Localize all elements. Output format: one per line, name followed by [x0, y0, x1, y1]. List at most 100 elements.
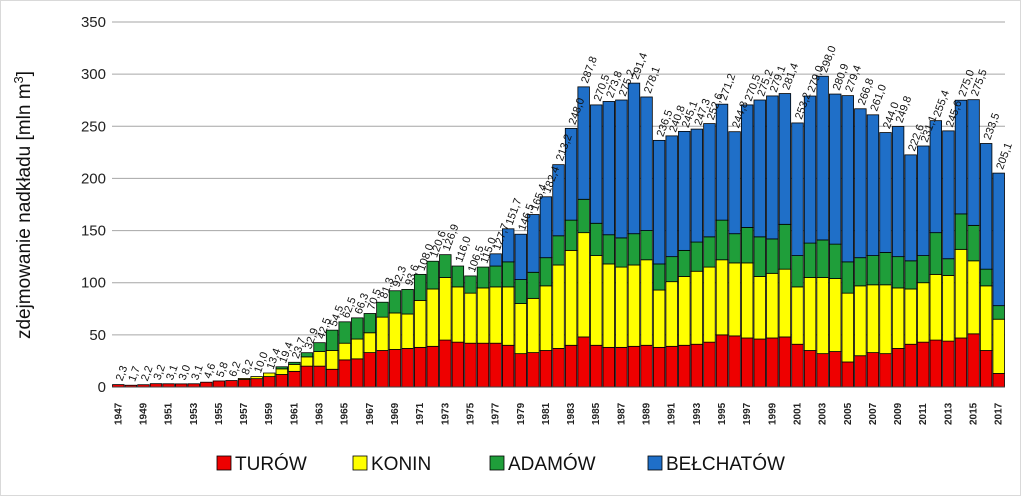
bar-segment-turów [502, 344, 515, 388]
bar-segment-turów [690, 343, 704, 388]
total-label: 287,8 [579, 55, 600, 85]
x-tick-label: 1981 [541, 402, 552, 425]
bar-segment-turów [338, 359, 351, 388]
bar-segment-bełchatów [652, 139, 666, 265]
x-tick-label: 1967 [365, 402, 376, 425]
bar-segment-turów [590, 344, 603, 388]
bar-segment-bełchatów [753, 99, 766, 238]
x-tick-label: 1957 [239, 402, 250, 425]
bar-segment-konin [791, 286, 804, 345]
legend-label: KONIN [371, 454, 431, 475]
bar-segment-adamów [426, 260, 439, 290]
total-label: 298,0 [818, 44, 839, 74]
bar-segment-adamów [502, 261, 515, 288]
bar-segment-bełchatów [791, 122, 804, 256]
bar-segment-adamów [979, 268, 993, 287]
legend-swatch-konin [352, 455, 368, 471]
bar-segment-adamów [652, 263, 666, 291]
bar-segment-bełchatów [489, 253, 502, 267]
bar-segment-bełchatów [942, 130, 955, 260]
x-tick-label: 1993 [692, 402, 703, 425]
bar-segment-konin [640, 259, 653, 346]
x-tick-label: 1969 [390, 402, 401, 425]
bar-segment-adamów [778, 223, 792, 270]
bar-segment-konin [652, 289, 666, 348]
x-tick-label: 2001 [792, 402, 803, 425]
bar-segment-konin [464, 292, 477, 344]
bar-segment-adamów [363, 313, 377, 334]
x-tick-label: 1959 [264, 402, 275, 425]
bar-segment-bełchatów [929, 120, 943, 234]
bar-segment-konin [275, 368, 288, 375]
x-tick-label: 1951 [164, 402, 175, 425]
bar-segment-adamów [627, 233, 641, 266]
x-tick-label: 1961 [289, 402, 300, 425]
bar-segment-konin [942, 275, 955, 342]
bar-segment-turów [376, 350, 389, 388]
bar-segment-bełchatów [678, 130, 691, 251]
bar-segment-turów [401, 348, 414, 388]
bar-segment-adamów [967, 224, 980, 262]
bar-segment-konin [841, 292, 854, 363]
bar-segment-turów [728, 335, 741, 388]
bar-segment-adamów [451, 265, 465, 288]
bar-segment-konin [376, 316, 389, 351]
bar-segment-turów [388, 349, 402, 388]
bar-segment-turów [841, 361, 854, 388]
bar-segment-bełchatów [640, 96, 653, 231]
bar-segment-bełchatów [703, 123, 716, 238]
x-tick-label: 1985 [591, 402, 602, 425]
bars [112, 75, 1005, 388]
bar-segment-konin [263, 372, 276, 377]
x-tick-label: 2015 [969, 402, 980, 425]
bar-segment-adamów [489, 265, 502, 288]
bar-segment-adamów [275, 366, 288, 370]
bar-segment-bełchatów [967, 99, 980, 226]
bar-segment-bełchatów [690, 128, 704, 243]
bar-segment-turów [816, 353, 829, 388]
bar-segment-bełchatów [917, 145, 930, 256]
bar-segment-turów [740, 337, 754, 388]
bar-segment-adamów [829, 243, 842, 279]
bar-segment-turów [854, 355, 867, 388]
bar-segment-konin [363, 332, 377, 353]
bar-segment-turów [929, 339, 943, 388]
bar-segment-bełchatów [627, 82, 641, 235]
y-tick-label: 150 [81, 223, 106, 240]
bar-segment-konin [766, 272, 779, 339]
bar-segment-turów [275, 374, 288, 388]
bar-segment-konin [577, 232, 590, 338]
x-tick-label: 2007 [868, 402, 879, 425]
bar-segment-turów [715, 334, 729, 388]
bar-segment-konin [527, 297, 540, 353]
bar-segment-bełchatów [879, 132, 892, 253]
bar-segment-konin [451, 286, 465, 343]
bar-segment-turów [237, 379, 251, 388]
x-tick-label: 1973 [440, 402, 451, 425]
bar-segment-konin [690, 270, 704, 345]
bar-segment-turów [627, 345, 641, 388]
legend-swatch-bełchatów [647, 455, 663, 471]
bar-segment-konin [665, 281, 678, 347]
bar-segment-bełchatów [778, 93, 792, 225]
y-tick-label: 250 [81, 118, 106, 135]
bar-segment-konin [250, 376, 263, 380]
bar-segment-turów [426, 345, 439, 388]
total-label: 278,1 [642, 65, 663, 95]
x-axis-ticks: 1947 1949 1951 1953 1955 1957 1959 1961 1963 1965… [113, 402, 1004, 425]
bar-segment-bełchatów [803, 95, 817, 244]
x-tick-label: 1999 [767, 402, 778, 425]
total-label: 5,8 [214, 360, 231, 378]
x-tick-label: 1955 [214, 402, 225, 425]
bar-segment-adamów [992, 305, 1005, 320]
y-axis-ticks: 0 50 100 150 200 250 300 350 [81, 14, 106, 396]
x-tick-label: 1963 [315, 402, 326, 425]
bar-segment-adamów [564, 219, 578, 251]
bar-segment-turów [300, 365, 314, 388]
bar-segment-turów [615, 346, 628, 388]
x-tick-label: 1975 [465, 402, 476, 425]
bar-segment-bełchatów [854, 108, 867, 259]
bar-segment-adamów [640, 230, 653, 261]
total-label: 6,2 [227, 360, 244, 378]
